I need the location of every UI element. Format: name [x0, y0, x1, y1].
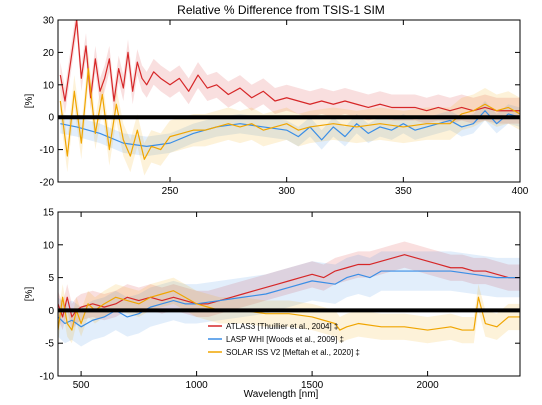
- x-tick-label: 500: [73, 380, 90, 391]
- y-tick-label: 10: [43, 240, 55, 251]
- y-tick-label: 0: [48, 306, 54, 317]
- series-line-1: [58, 270, 520, 328]
- bottom-panel: 500 1000 1500 2000 -10 -5 0 5 10 15 [%] ATLAS3 [Thu…: [24, 208, 521, 391]
- uncertainty-band-1: [58, 251, 520, 347]
- legend-entry-0: ATLAS3 [Thuillier et al., 2004] ‡: [226, 322, 338, 331]
- x-tick-label: 2000: [416, 380, 439, 391]
- y-tick-label: 0: [48, 113, 54, 124]
- plot-frame: [57, 211, 521, 377]
- legend-entry-1: LASP WHI [Woods et al., 2009] ‡: [226, 335, 344, 344]
- series-line-2: [59, 67, 520, 160]
- legend-entry-2: SOLAR ISS V2 [Meftah et al., 2020] ‡: [226, 348, 360, 357]
- series-line-1: [60, 110, 520, 147]
- series-line-0: [58, 254, 520, 318]
- x-axis-label: Wavelength [nm]: [244, 389, 319, 400]
- y-tick-label: -10: [40, 145, 55, 156]
- y-tick-label: -5: [45, 339, 54, 350]
- x-tick-label: 1000: [185, 380, 208, 391]
- plot-frame: [57, 19, 521, 183]
- figure-title: Relative % Difference from TSIS-1 SIM: [177, 3, 385, 17]
- x-tick-label: 350: [395, 186, 412, 197]
- y-tick-label: 30: [43, 16, 55, 27]
- x-tick-label: 250: [162, 186, 179, 197]
- y-axis-label: [%]: [24, 287, 35, 302]
- series-line-0: [59, 20, 520, 112]
- y-tick-label: 15: [43, 208, 55, 219]
- legend: ATLAS3 [Thuillier et al., 2004] ‡ LASP WH…: [208, 322, 360, 357]
- x-tick-label: 1500: [301, 380, 324, 391]
- uncertainty-band-0: [58, 241, 520, 331]
- series-lines: [59, 20, 520, 160]
- y-tick-label: -10: [40, 372, 55, 383]
- x-tick-label: 400: [512, 186, 529, 197]
- x-tick-label: 300: [278, 186, 295, 197]
- top-panel: 250 300 350 400 -20 -10 0 10 20 30 [%]: [24, 16, 529, 198]
- uncertainty-band-2: [60, 52, 520, 176]
- y-tick-label: 10: [43, 80, 55, 91]
- y-tick-label: 20: [43, 48, 55, 59]
- uncertainty-band-1: [60, 101, 520, 157]
- uncertainty-band-0: [60, 20, 520, 124]
- y-tick-label: -20: [40, 178, 55, 189]
- y-tick-label: 5: [48, 273, 54, 284]
- y-axis-label: [%]: [24, 94, 35, 109]
- uncertainty-bands: [60, 20, 520, 176]
